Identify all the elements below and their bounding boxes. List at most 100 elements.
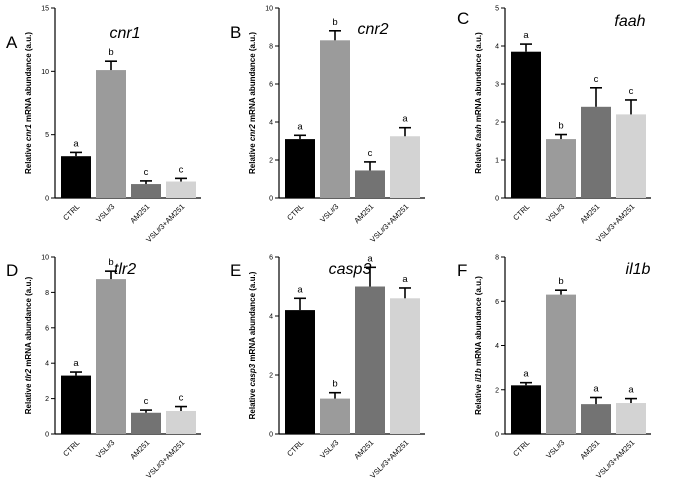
category-label: AM251 <box>128 438 151 461</box>
bar <box>166 410 196 434</box>
y-tick-label: 1 <box>495 158 499 165</box>
bar <box>390 136 420 198</box>
bar <box>511 51 541 199</box>
bar <box>511 385 541 434</box>
panel-letter: D <box>6 261 18 280</box>
y-tick-label: 2 <box>269 158 273 165</box>
y-tick-label: 0 <box>269 432 273 439</box>
y-tick-label: 8 <box>495 255 499 262</box>
bar <box>355 170 385 198</box>
y-tick-label: 10 <box>265 6 273 13</box>
significance-letter: c <box>144 167 149 178</box>
y-tick-label: 10 <box>41 69 49 76</box>
y-tick-label: 0 <box>45 432 49 439</box>
y-tick-label: 0 <box>45 196 49 203</box>
category-label: CTRL <box>61 438 81 458</box>
y-tick-label: 6 <box>269 255 273 262</box>
y-tick-label: 4 <box>269 120 273 127</box>
y-axis-label: Relative faah mRNA abundance (a.u.) <box>474 32 483 174</box>
y-tick-label: 0 <box>495 196 499 203</box>
y-axis-label: Relative il1b mRNA abundance (a.u.) <box>474 276 483 415</box>
bar <box>390 298 420 434</box>
y-tick-label: 4 <box>495 343 499 350</box>
category-label: CTRL <box>511 202 531 222</box>
y-tick-label: 4 <box>45 361 49 368</box>
bar <box>285 310 315 434</box>
bar <box>131 412 161 434</box>
y-tick-label: 8 <box>269 44 273 51</box>
gene-title: tlr2 <box>114 261 136 278</box>
y-tick-label: 2 <box>269 373 273 380</box>
y-tick-label: 2 <box>495 387 499 394</box>
y-tick-label: 3 <box>495 82 499 89</box>
significance-letter: a <box>628 385 634 396</box>
y-axis-label: Relative cnr1 mRNA abundance (a.u.) <box>24 32 33 174</box>
category-label: CTRL <box>285 438 305 458</box>
category-label: VSL#3 <box>94 202 116 224</box>
y-tick-label: 6 <box>495 299 499 306</box>
panel-letter: A <box>6 33 18 52</box>
significance-letter: a <box>297 121 303 132</box>
y-tick-label: 5 <box>495 6 499 13</box>
significance-letter: a <box>593 383 599 394</box>
significance-letter: b <box>332 17 337 28</box>
gene-title: casp3 <box>329 261 372 278</box>
significance-letter: b <box>558 276 563 287</box>
significance-letter: a <box>402 274 408 285</box>
significance-letter: c <box>179 164 184 175</box>
y-tick-label: 5 <box>45 132 49 139</box>
category-label: VSL#3 <box>544 438 566 460</box>
category-label: VSL#3 <box>318 438 340 460</box>
bar <box>546 294 576 434</box>
category-label: AM251 <box>352 438 375 461</box>
gene-title: il1b <box>626 261 651 278</box>
y-axis-label: Relative tlr2 mRNA abundance (a.u.) <box>24 276 33 414</box>
bar <box>581 404 611 434</box>
y-axis-label: Relative cnr2 mRNA abundance (a.u.) <box>248 32 257 174</box>
y-tick-label: 6 <box>45 325 49 332</box>
panel-letter: E <box>230 261 241 280</box>
panel-letter: F <box>457 261 467 280</box>
y-tick-label: 4 <box>269 314 273 321</box>
significance-letter: b <box>108 47 113 58</box>
bar <box>581 106 611 198</box>
bar <box>96 279 126 434</box>
significance-letter: a <box>367 253 373 264</box>
significance-letter: c <box>594 74 599 85</box>
significance-letter: a <box>73 358 79 369</box>
y-tick-label: 8 <box>45 290 49 297</box>
significance-letter: a <box>297 284 303 295</box>
category-label: AM251 <box>578 202 601 225</box>
y-tick-label: 0 <box>495 432 499 439</box>
significance-letter: a <box>523 369 529 380</box>
category-label: AM251 <box>352 202 375 225</box>
bar <box>320 40 350 198</box>
bar <box>61 156 91 198</box>
significance-letter: c <box>368 148 373 159</box>
y-tick-label: 2 <box>45 396 49 403</box>
y-axis-label: Relative casp3 mRNA abundance (a.u.) <box>248 271 257 419</box>
significance-letter: c <box>629 86 634 97</box>
bar <box>131 184 161 198</box>
category-label: VSL#3 <box>318 202 340 224</box>
category-label: VSL#3 <box>94 438 116 460</box>
bar <box>616 403 646 434</box>
bar <box>285 139 315 198</box>
bar <box>96 70 126 198</box>
y-tick-label: 6 <box>269 82 273 89</box>
bar <box>61 375 91 434</box>
y-tick-label: 0 <box>269 196 273 203</box>
bar <box>355 286 385 434</box>
category-label: VSL#3 <box>544 202 566 224</box>
bar <box>320 398 350 434</box>
bar <box>546 139 576 198</box>
panel-letter: B <box>230 23 241 42</box>
category-label: CTRL <box>61 202 81 222</box>
